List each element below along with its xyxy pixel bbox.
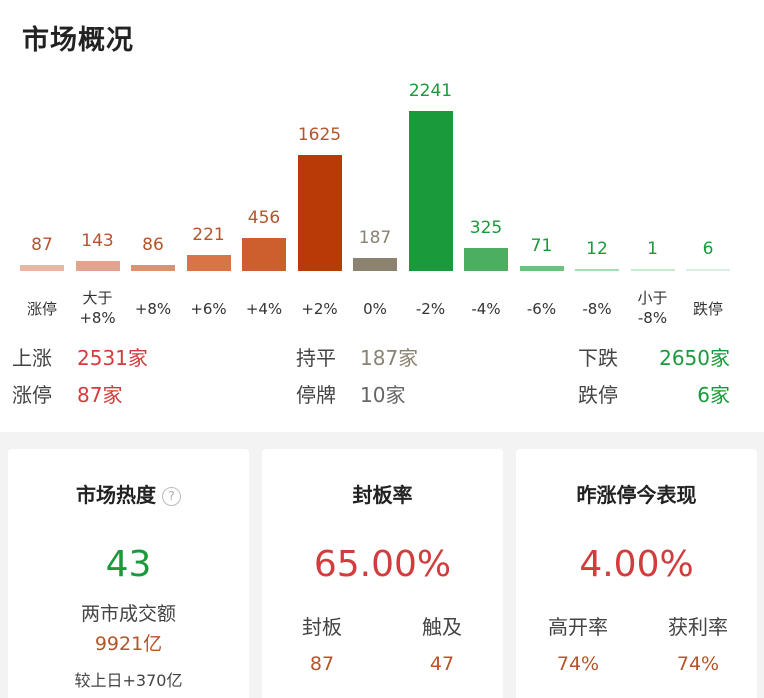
- bar-4: [242, 238, 286, 271]
- bar-value-label-10: 12: [586, 239, 608, 259]
- bar-11: [630, 269, 675, 271]
- high-open-label: 高开率: [548, 615, 608, 639]
- fall-value: 2650家: [659, 346, 730, 370]
- bar-category-label-8: -4%: [471, 300, 501, 318]
- turnover-label: 两市成交额: [80, 603, 176, 625]
- limit-up-label: 涨停: [12, 383, 52, 407]
- seal-rate-value: 65.00%: [313, 544, 452, 585]
- limit-down-value: 6家: [697, 383, 730, 407]
- yesterday-limit-up-card[interactable]: 昨涨停今表现 4.00% 高开率 获利率 74% 74%: [516, 449, 757, 698]
- bar-category-label-3: +6%: [190, 300, 227, 318]
- suspended-value: 10家: [360, 383, 406, 407]
- bar-category-label-9: -6%: [526, 300, 557, 318]
- limit-down-label: 跌停: [578, 383, 618, 407]
- page-title: 市场概况: [22, 25, 134, 56]
- profit-rate-value: 74%: [676, 653, 720, 675]
- bar-8: [464, 247, 508, 271]
- bar-value-label-3: 221: [192, 225, 225, 246]
- yesterday-limit-up-title: 昨涨停今表现: [576, 483, 697, 507]
- touched-value: 47: [429, 653, 455, 675]
- bar-category-label-4: +4%: [245, 300, 283, 318]
- suspended-label: 停牌: [296, 383, 336, 407]
- bar-10: [575, 269, 619, 271]
- market-overview-panel: 市场概况 87 涨停 143 大于 +8% 86 +8% 221 +6% 456 +4% 1625 +2…: [0, 0, 764, 432]
- profit-rate-label: 获利率: [668, 615, 728, 639]
- bar-5: [297, 154, 342, 271]
- high-open-value: 74%: [556, 653, 600, 675]
- bar-category-label-12: 跌停: [692, 300, 723, 318]
- bar-9: [519, 265, 564, 271]
- fall-label: 下跌: [578, 346, 618, 370]
- bar-value-label-5: 1625: [297, 124, 342, 145]
- sealed-label: 封板: [302, 615, 342, 639]
- bar-category-label-0: 涨停: [26, 300, 57, 318]
- bar-7: [408, 111, 453, 271]
- sealed-value: 87: [309, 653, 335, 675]
- bar-category-label-11: 小于 -8%: [637, 289, 668, 327]
- rise-value: 2531家: [77, 346, 148, 370]
- turnover-compare: 较上日+370亿: [74, 671, 183, 690]
- flat-value: 187家: [360, 346, 419, 370]
- market-heat-title-text: 市场热度: [76, 483, 156, 507]
- bar-value-label-0: 87: [31, 234, 53, 255]
- market-heat-card[interactable]: 市场热度? 43 两市成交额 9921亿 较上日+370亿: [8, 449, 249, 698]
- bar-2: [131, 264, 175, 271]
- bar-value-label-11: 1: [647, 239, 658, 259]
- bar-value-label-12: 6: [702, 239, 714, 259]
- limit-up-value: 87家: [77, 383, 123, 407]
- bar-value-label-4: 456: [247, 208, 281, 229]
- market-heat-value: 43: [105, 544, 152, 585]
- market-heat-title: 市场热度?: [8, 479, 249, 508]
- bar-value-label-6: 187: [358, 227, 392, 248]
- bar-category-label-7: -2%: [415, 300, 446, 318]
- bar-value-label-2: 86: [142, 234, 164, 255]
- bar-value-label-8: 325: [469, 217, 503, 238]
- bar-category-label-6: 0%: [363, 300, 387, 318]
- seal-rate-title: 封板率: [352, 483, 413, 507]
- bar-3: [186, 255, 231, 271]
- bar-category-label-2: +8%: [134, 300, 172, 318]
- bar-1: [75, 260, 120, 271]
- bar-value-label-9: 71: [530, 235, 553, 256]
- rise-label: 上涨: [12, 346, 52, 370]
- flat-label: 持平: [296, 346, 336, 370]
- yesterday-limit-up-value: 4.00%: [579, 544, 694, 585]
- bar-category-label-5: +2%: [301, 300, 338, 318]
- bar-category-label-1: 大于 +8%: [79, 289, 116, 327]
- bar-0: [20, 264, 64, 271]
- bar-category-label-10: -8%: [582, 300, 612, 318]
- bar-value-label-7: 2241: [408, 81, 453, 101]
- bar-12: [686, 269, 730, 271]
- bar-6: [353, 257, 397, 271]
- touched-label: 触及: [422, 615, 462, 639]
- help-icon[interactable]: ?: [162, 487, 181, 506]
- bar-value-label-1: 143: [81, 230, 114, 251]
- seal-rate-card[interactable]: 封板率 65.00% 封板 触及 87 47: [262, 449, 503, 698]
- turnover-value: 9921亿: [94, 633, 163, 655]
